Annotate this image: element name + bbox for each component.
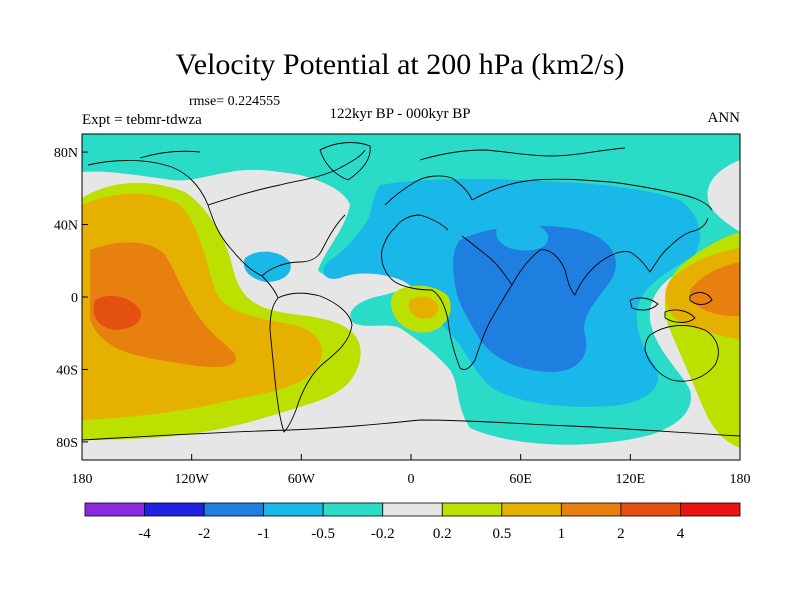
south-america-coast — [269, 292, 353, 433]
colorbar-swatch — [560, 502, 622, 517]
colorbar-labels: -4 -2 -1 -0.5 -0.2 0.2 0.5 1 2 4 — [138, 526, 684, 542]
x-ticks: 180 120W 60W 0 60E 120E 180 — [72, 454, 751, 487]
y-tick-label: 40S — [56, 363, 78, 378]
rmse-text: rmse= 0.224555 — [189, 94, 281, 109]
contour-1-pacific — [90, 242, 236, 368]
colorbar-label: -0.2 — [371, 526, 395, 542]
europe-africa-coast — [381, 175, 513, 371]
greenland-coast — [319, 142, 371, 181]
y-tick-label: 0 — [71, 291, 78, 306]
antarctica-coast — [82, 419, 740, 441]
colorbar-swatch — [382, 502, 443, 517]
arctic-coast — [139, 147, 626, 161]
colorbar-label: 1 — [558, 526, 566, 542]
colorbar-label: -1 — [257, 526, 270, 542]
colorbar-swatch — [680, 502, 741, 517]
maritime-continent-coast — [629, 292, 713, 323]
colorbar-swatch — [322, 502, 384, 517]
colorbar-label: 4 — [677, 526, 685, 542]
y-tick-label: 80N — [54, 146, 78, 161]
plot-title: Velocity Potential at 200 hPa (km2/s) — [175, 48, 625, 81]
colorbar-swatch — [620, 502, 681, 517]
colorbar-swatch — [84, 502, 145, 517]
colorbar-label: -0.5 — [311, 526, 335, 542]
colorbar-label: -4 — [138, 526, 151, 542]
contour-neg-0.5-caribbean — [243, 251, 291, 282]
contour-1-westpacific — [689, 262, 740, 316]
x-tick-label: 180 — [72, 472, 93, 487]
y-ticks: 80N 40N 0 40S 80S — [54, 146, 88, 451]
colorbar-swatch — [263, 502, 324, 517]
australia-coast — [644, 324, 719, 382]
x-tick-label: 120E — [616, 472, 646, 487]
x-tick-label: 60E — [509, 472, 532, 487]
colorbar-label: 0.5 — [492, 526, 511, 542]
colorbar — [84, 502, 741, 517]
contour-neg-0.5-arabia — [496, 221, 549, 251]
period-text: 122kyr BP - 000kyr BP — [329, 106, 471, 122]
colorbar-swatch — [203, 502, 265, 517]
colorbar-swatch — [501, 502, 562, 517]
colorbar-label: 2 — [617, 526, 625, 542]
colorbar-swatch — [144, 502, 205, 517]
asia-coast — [471, 178, 713, 296]
north-america-coast — [87, 149, 366, 299]
coastlines — [82, 142, 740, 441]
contour-2-pacific — [93, 295, 141, 330]
season-text: ANN — [707, 110, 741, 126]
experiment-text: Expt = tebmr-tdwza — [82, 112, 202, 128]
y-tick-label: 80S — [56, 436, 78, 451]
x-tick-label: 180 — [730, 472, 751, 487]
x-tick-label: 0 — [408, 472, 415, 487]
colorbar-label: 0.2 — [433, 526, 452, 542]
colorbar-swatch — [441, 502, 503, 517]
contour-field — [82, 134, 740, 460]
x-tick-label: 120W — [175, 472, 210, 487]
y-tick-label: 40N — [54, 219, 78, 234]
colorbar-label: -2 — [198, 526, 211, 542]
x-tick-label: 60W — [288, 472, 316, 487]
contour-0.5-atlantic — [408, 296, 439, 319]
